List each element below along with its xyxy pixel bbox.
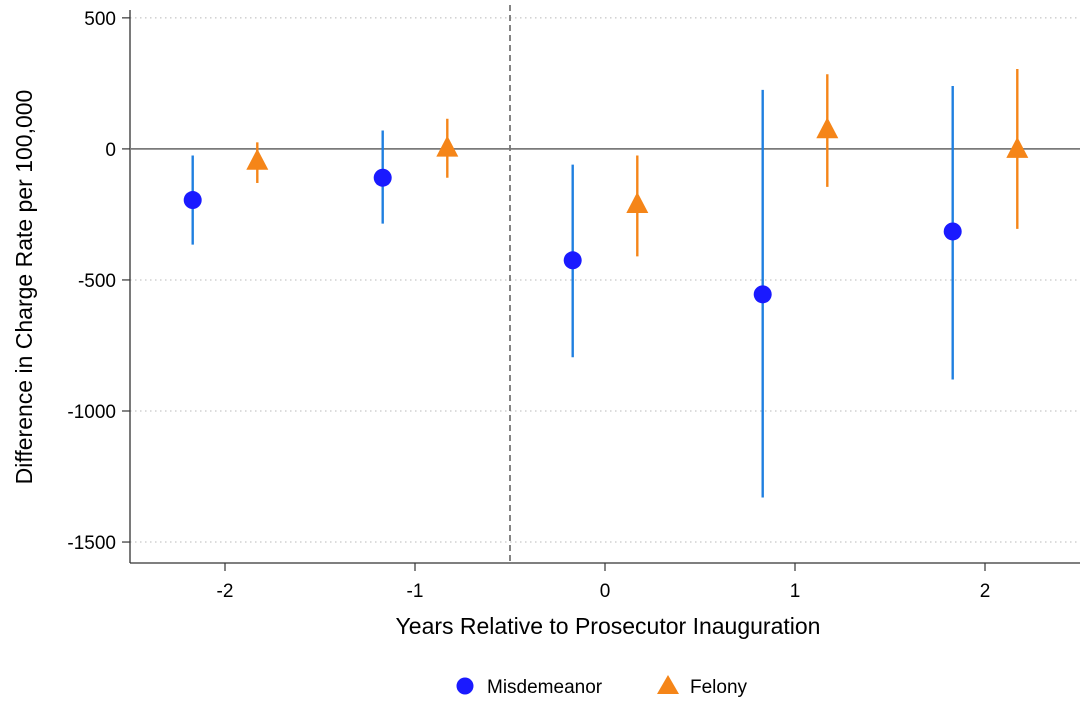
point-marker: [183, 191, 202, 210]
point-marker: [563, 251, 582, 270]
series-misdemeanor: [183, 86, 962, 498]
legend-item-felony: Felony: [657, 675, 748, 698]
y-tick-label: -1000: [67, 402, 116, 423]
x-tick-label: 0: [600, 581, 611, 602]
gridlines: [130, 17, 1080, 543]
x-axis-ticks: -2 -1 0 1 2: [217, 563, 991, 602]
point-marker: [626, 191, 649, 213]
legend: Misdemeanor Felony: [456, 675, 748, 698]
point-marker: [373, 168, 392, 187]
point-marker: [1006, 136, 1029, 158]
series-marks: [183, 68, 1029, 498]
x-axis-label: Years Relative to Prosecutor Inauguratio…: [396, 613, 821, 639]
y-tick-label: -500: [78, 271, 116, 292]
legend-marker: [456, 677, 474, 695]
x-tick-label: -2: [217, 581, 234, 602]
x-tick-label: 2: [980, 581, 991, 602]
x-tick-label: 1: [790, 581, 801, 602]
y-tick-label: 0: [105, 140, 116, 161]
point-marker: [816, 117, 839, 139]
x-tick-label: -1: [407, 581, 424, 602]
series-felony: [246, 68, 1029, 257]
y-axis-ticks: 500 0 -500 -1000 -1500: [67, 9, 130, 554]
point-marker: [943, 222, 962, 241]
legend-label: Misdemeanor: [487, 677, 603, 698]
point-marker: [753, 285, 772, 304]
legend-label: Felony: [690, 677, 748, 698]
point-marker: [436, 135, 459, 157]
legend-item-misdemeanor: Misdemeanor: [456, 677, 603, 698]
y-axis-label: Difference in Charge Rate per 100,000: [11, 90, 37, 485]
legend-marker: [657, 675, 679, 694]
y-tick-label: -1500: [67, 533, 116, 554]
point-marker: [246, 148, 269, 170]
axes: [129, 5, 1080, 564]
y-tick-label: 500: [84, 9, 116, 30]
